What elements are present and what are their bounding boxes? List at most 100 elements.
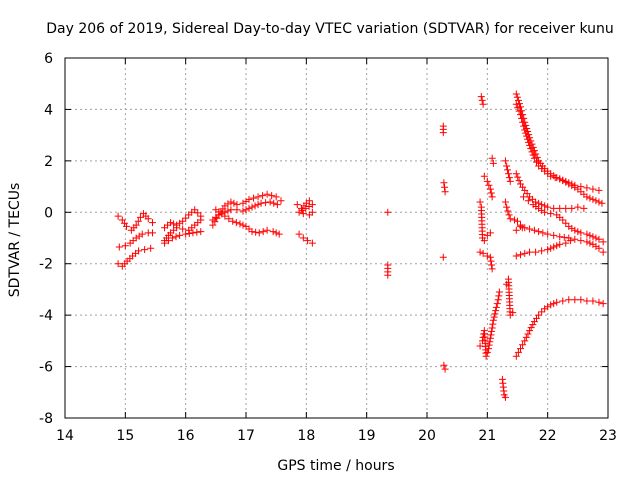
x-tick-label: 16 bbox=[177, 428, 195, 444]
data-point bbox=[541, 208, 549, 216]
y-tick-label: 0 bbox=[44, 205, 53, 221]
data-point bbox=[298, 206, 306, 214]
data-point bbox=[592, 242, 600, 250]
data-point bbox=[577, 237, 585, 245]
data-point bbox=[521, 224, 529, 232]
data-point bbox=[526, 141, 534, 149]
data-point bbox=[577, 296, 585, 304]
data-point bbox=[514, 217, 521, 225]
data-point bbox=[121, 242, 129, 250]
data-point bbox=[556, 233, 564, 241]
data-point bbox=[541, 305, 549, 313]
data-point bbox=[488, 261, 496, 269]
data-point bbox=[263, 226, 271, 234]
data-point bbox=[144, 215, 152, 223]
data-point bbox=[224, 207, 232, 215]
y-tick-label: 6 bbox=[44, 51, 53, 67]
data-point bbox=[583, 238, 591, 246]
data-point bbox=[527, 324, 535, 332]
data-point bbox=[501, 157, 509, 165]
data-point bbox=[251, 202, 259, 210]
data-point bbox=[269, 228, 277, 236]
data-point bbox=[530, 226, 538, 234]
x-tick-label: 22 bbox=[539, 428, 557, 444]
data-point bbox=[526, 248, 534, 256]
chart-title: Day 206 of 2019, Sidereal Day-to-day VTE… bbox=[46, 21, 614, 37]
data-point bbox=[505, 174, 513, 182]
data-point bbox=[519, 341, 527, 349]
data-point bbox=[556, 175, 564, 183]
data-point bbox=[259, 192, 267, 200]
data-point bbox=[161, 239, 169, 247]
data-point bbox=[439, 129, 447, 137]
data-point bbox=[501, 393, 509, 401]
y-tick-label: -4 bbox=[39, 308, 53, 324]
data-point bbox=[441, 365, 449, 373]
data-point bbox=[197, 216, 205, 224]
data-point bbox=[441, 188, 449, 196]
data-point bbox=[547, 210, 555, 218]
data-point bbox=[229, 217, 237, 225]
data-point bbox=[532, 248, 540, 256]
data-point bbox=[514, 96, 522, 104]
data-point bbox=[489, 159, 497, 167]
x-tick-label: 19 bbox=[358, 428, 376, 444]
data-point bbox=[551, 174, 559, 182]
data-point bbox=[227, 206, 235, 214]
x-tick-label: 20 bbox=[418, 428, 436, 444]
data-point bbox=[148, 219, 156, 227]
data-point bbox=[580, 204, 588, 212]
data-point bbox=[538, 247, 546, 255]
data-point bbox=[530, 154, 538, 162]
data-point bbox=[182, 230, 190, 238]
data-point bbox=[493, 300, 501, 308]
data-point bbox=[250, 194, 258, 202]
data-point bbox=[189, 229, 197, 237]
data-point bbox=[565, 222, 573, 230]
data-point bbox=[592, 197, 600, 205]
data-point bbox=[533, 158, 541, 166]
y-tick-label: -2 bbox=[39, 257, 53, 273]
data-point bbox=[268, 192, 276, 200]
data-point bbox=[308, 201, 316, 209]
data-point bbox=[527, 145, 535, 153]
data-point bbox=[197, 228, 205, 236]
data-point bbox=[592, 234, 600, 242]
data-point bbox=[227, 198, 235, 206]
data-point bbox=[487, 331, 495, 339]
data-point bbox=[568, 224, 576, 232]
x-tick-label: 14 bbox=[56, 428, 74, 444]
data-point bbox=[521, 249, 529, 257]
data-point bbox=[512, 90, 520, 98]
data-point bbox=[115, 243, 123, 251]
data-point bbox=[526, 327, 534, 335]
data-point bbox=[515, 107, 523, 115]
data-point bbox=[491, 310, 499, 318]
data-point bbox=[488, 324, 496, 332]
data-point bbox=[571, 226, 579, 234]
data-point bbox=[304, 237, 312, 245]
data-point bbox=[270, 199, 278, 207]
data-point bbox=[483, 252, 491, 260]
data-point bbox=[239, 199, 247, 207]
data-point bbox=[571, 183, 579, 191]
data-point bbox=[295, 208, 303, 216]
data-point bbox=[547, 244, 555, 252]
data-point bbox=[515, 177, 523, 185]
data-point bbox=[254, 193, 262, 201]
data-point bbox=[574, 203, 582, 211]
data-point bbox=[488, 154, 496, 162]
data-point bbox=[595, 186, 603, 194]
data-point bbox=[384, 208, 392, 216]
data-points bbox=[114, 90, 607, 401]
data-point bbox=[248, 228, 256, 236]
data-point bbox=[259, 228, 267, 236]
data-point bbox=[553, 242, 561, 250]
data-point bbox=[512, 100, 520, 108]
data-point bbox=[255, 229, 263, 237]
data-point bbox=[547, 172, 555, 180]
data-point bbox=[514, 173, 522, 181]
data-point bbox=[589, 240, 597, 248]
data-point bbox=[521, 337, 529, 345]
data-point bbox=[599, 300, 607, 308]
